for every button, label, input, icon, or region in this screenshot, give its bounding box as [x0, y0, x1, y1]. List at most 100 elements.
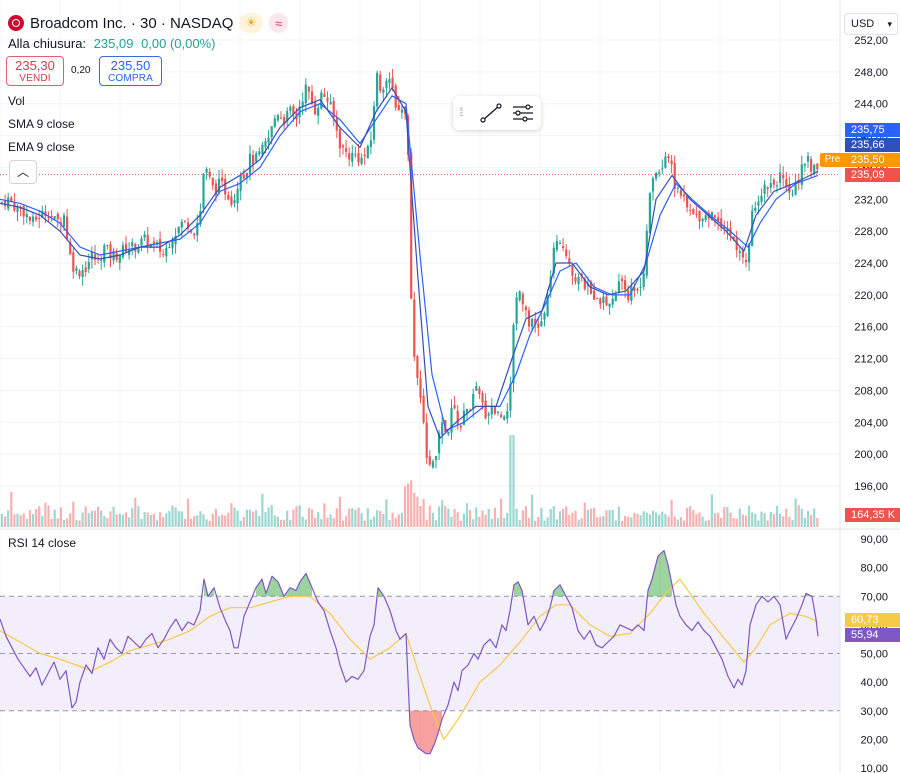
volume-bar	[16, 513, 19, 527]
volume-bar	[459, 520, 462, 527]
candle-body	[524, 306, 527, 311]
volume-bar	[221, 514, 224, 527]
candle-body	[366, 145, 369, 159]
vol-legend[interactable]: Vol	[8, 94, 25, 108]
close-price-tag: 235,09	[845, 168, 900, 182]
candle-body	[686, 196, 689, 208]
spread-value: 0,20	[71, 65, 91, 76]
symbol-header[interactable]: Broadcom Inc. · 30 · NASDAQ ☀ ≈	[8, 10, 289, 36]
candle-body	[224, 179, 227, 195]
volume-bar	[456, 512, 459, 527]
candle-body	[410, 152, 413, 299]
ema-line	[0, 87, 819, 439]
volume-bar	[425, 519, 428, 527]
buy-button[interactable]: 235,50 COMPRA	[99, 56, 162, 86]
candle-body	[329, 101, 332, 105]
candle-body	[518, 291, 521, 301]
volume-bar	[422, 498, 425, 527]
volume-bar	[748, 505, 751, 527]
volume-bar	[416, 496, 419, 527]
candle-body	[698, 210, 701, 222]
candle-body	[555, 240, 558, 250]
candle-body	[100, 260, 103, 262]
volume-bar	[174, 507, 177, 527]
candle-body	[53, 216, 56, 219]
collapse-legend-button[interactable]: ︿	[9, 160, 37, 184]
grip-icon[interactable]: ⁞⁞	[459, 105, 463, 119]
candle-body	[146, 234, 149, 247]
sell-button[interactable]: 235,30 VENDI	[6, 56, 64, 86]
candle-body	[59, 222, 62, 224]
candle-body	[462, 410, 465, 425]
volume-bar	[289, 519, 292, 527]
volume-bar	[276, 516, 279, 527]
price-tick-label: 212,00	[854, 354, 888, 366]
volume-bar	[149, 514, 152, 527]
candle-body	[636, 288, 639, 291]
volume-bar	[766, 520, 769, 527]
candle-body	[664, 156, 667, 168]
candle-body	[190, 229, 193, 233]
sma-legend[interactable]: SMA 9 close	[8, 117, 75, 131]
volume-bar	[543, 520, 546, 527]
candle-body	[531, 318, 534, 327]
volume-bar	[692, 509, 695, 527]
volume-bar	[363, 520, 366, 527]
symbol-title[interactable]: Broadcom Inc. · 30 · NASDAQ	[30, 14, 234, 32]
candle-body	[754, 207, 757, 211]
candle-body	[717, 217, 720, 222]
volume-bar	[645, 512, 648, 527]
candle-body	[112, 250, 115, 261]
chevron-down-icon: ▾	[887, 19, 892, 29]
volume-bar	[162, 517, 165, 527]
buy-label: COMPRA	[107, 73, 154, 84]
candle-body	[543, 313, 546, 320]
volume-bar	[320, 519, 323, 527]
volume-bar	[134, 497, 137, 527]
volume-bar	[38, 506, 41, 527]
candle-body	[56, 213, 59, 220]
volume-bar	[137, 506, 140, 527]
settings-lines-icon[interactable]	[511, 102, 535, 124]
candle-body	[658, 172, 661, 174]
volume-bar	[186, 498, 190, 527]
candle-body	[431, 461, 434, 468]
candle-body	[177, 226, 180, 234]
candle-body	[276, 115, 279, 121]
volume-bar	[552, 506, 555, 527]
broadcom-logo-icon	[8, 15, 24, 31]
volume-bar	[611, 509, 614, 527]
volume-bar	[506, 512, 509, 527]
candle-body	[165, 248, 168, 257]
trendline-icon[interactable]	[479, 102, 503, 124]
candle-body	[376, 72, 379, 107]
sun-icon[interactable]: ☀	[239, 13, 264, 33]
ema-legend[interactable]: EMA 9 close	[8, 140, 75, 154]
candle-body	[379, 74, 382, 91]
candle-body	[202, 173, 205, 209]
candle-body	[438, 433, 441, 454]
candle-body	[397, 105, 400, 111]
volume-bar	[599, 516, 602, 527]
candle-body	[186, 222, 190, 229]
candle-body	[140, 238, 143, 246]
candle-body	[87, 261, 90, 270]
volume-tag: 164,35 K	[845, 508, 900, 522]
candle-body	[540, 321, 543, 327]
volume-bar	[369, 519, 372, 527]
volume-bar	[78, 520, 81, 527]
rsi-legend[interactable]: RSI 14 close	[8, 536, 77, 550]
candle-body	[394, 85, 397, 108]
volume-bar	[531, 494, 534, 527]
volume-bar	[239, 520, 242, 527]
currency-select[interactable]: USD ▾	[844, 13, 898, 35]
candle-body	[283, 117, 286, 125]
candle-body	[692, 209, 695, 214]
price-tick-label: 204,00	[854, 417, 888, 429]
candle-body	[75, 268, 78, 271]
wave-icon[interactable]: ≈	[269, 13, 289, 33]
candle-body	[338, 129, 341, 149]
candle-body	[211, 177, 214, 186]
candle-body	[537, 323, 540, 328]
